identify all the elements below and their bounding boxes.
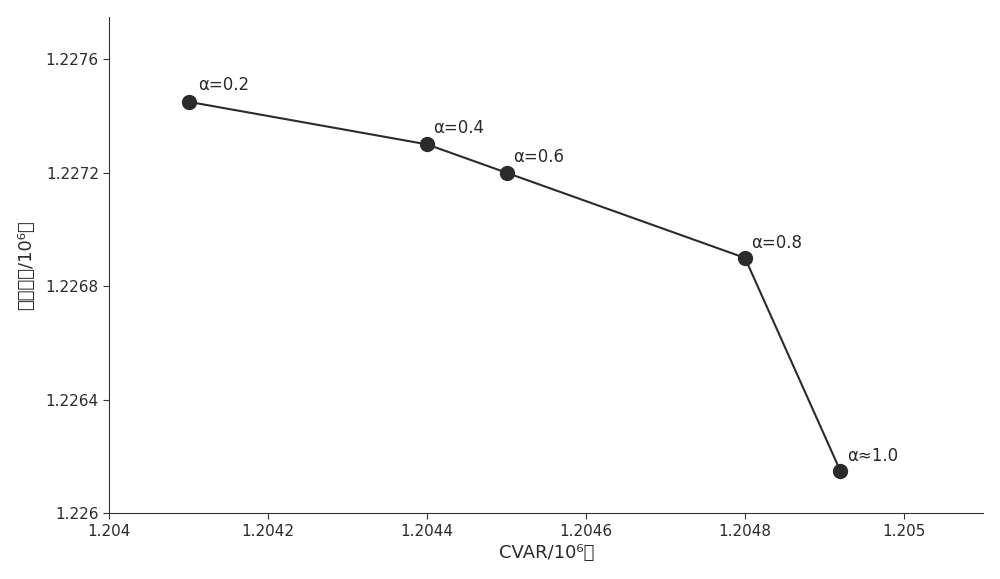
Y-axis label: 预期收益/10⁶元: 预期收益/10⁶元	[17, 220, 35, 310]
X-axis label: CVAR/10⁶元: CVAR/10⁶元	[499, 544, 594, 562]
Text: α=0.2: α=0.2	[198, 76, 249, 94]
Text: α=0.4: α=0.4	[433, 119, 484, 137]
Text: α=0.6: α=0.6	[513, 148, 564, 166]
Text: α=0.8: α=0.8	[751, 234, 802, 252]
Text: α≈1.0: α≈1.0	[847, 446, 898, 464]
